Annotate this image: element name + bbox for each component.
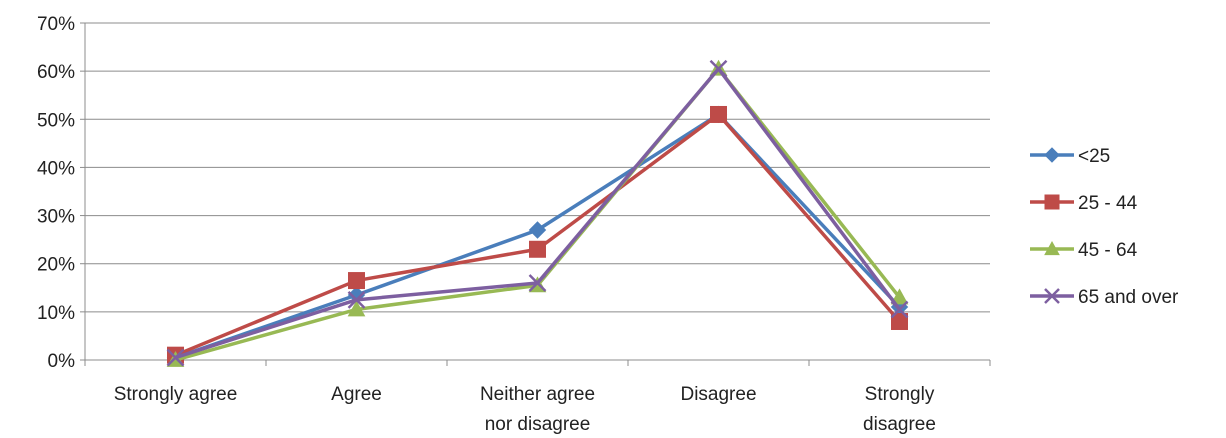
- x-marker-stroke: [528, 274, 547, 292]
- x-marker-stroke: [347, 290, 366, 309]
- legend-marker: [1044, 194, 1060, 210]
- legend-label: <25: [1078, 146, 1110, 167]
- x-tick-label: Agree: [331, 384, 382, 405]
- data-point: [528, 221, 547, 239]
- x-marker-stroke: [1044, 288, 1060, 304]
- legend-label: 45 - 64: [1078, 240, 1138, 261]
- gridlines: [85, 22, 990, 313]
- data-point: [891, 312, 908, 330]
- legend-label: 65 and over: [1078, 287, 1179, 308]
- y-tick-label: 10%: [37, 303, 75, 324]
- data-point: [348, 272, 365, 290]
- y-tick-label: 0%: [48, 351, 76, 372]
- x-tick-label: Strongly disagree: [863, 384, 936, 435]
- legend-marker: [1044, 288, 1060, 304]
- y-tick-label: 50%: [37, 110, 75, 131]
- data-point: [709, 59, 728, 78]
- legend-item: <25: [1030, 146, 1110, 167]
- data-point: [890, 300, 909, 319]
- series-line: [175, 66, 901, 362]
- x-tick-label: Strongly agree: [114, 384, 238, 405]
- x-marker-stroke: [709, 59, 728, 78]
- series-2: [167, 105, 908, 364]
- x-marker-stroke: [166, 348, 185, 367]
- y-tick-label: 70%: [37, 14, 75, 35]
- data-point: [710, 105, 727, 123]
- legend-label: 25 - 44: [1078, 193, 1138, 214]
- data-point: [166, 348, 185, 367]
- x-marker-stroke: [890, 300, 909, 319]
- series-1: [166, 105, 909, 367]
- x-tick-label: Neither agree nor disagree: [480, 384, 595, 435]
- y-tick-label: 30%: [37, 207, 75, 228]
- x-tick-label: Disagree: [680, 384, 756, 405]
- series-4: [166, 59, 909, 367]
- legend-item: 65 and over: [1030, 287, 1179, 308]
- data-point: [528, 274, 547, 292]
- y-tick-label: 60%: [37, 62, 75, 83]
- y-tick-label: 40%: [37, 158, 75, 179]
- data-point: [529, 240, 546, 258]
- series-line: [174, 66, 901, 360]
- legend-item: 25 - 44: [1030, 193, 1138, 214]
- legend-marker: [1044, 240, 1060, 256]
- legend: <25 25 - 44 45 - 64 65 and over: [1030, 146, 1179, 308]
- legend-marker: [1044, 147, 1060, 163]
- data-point: [347, 290, 366, 309]
- data-point: [347, 300, 366, 317]
- y-tick-label: 20%: [37, 255, 75, 276]
- legend-item: 45 - 64: [1030, 240, 1138, 261]
- data-point: [890, 288, 909, 305]
